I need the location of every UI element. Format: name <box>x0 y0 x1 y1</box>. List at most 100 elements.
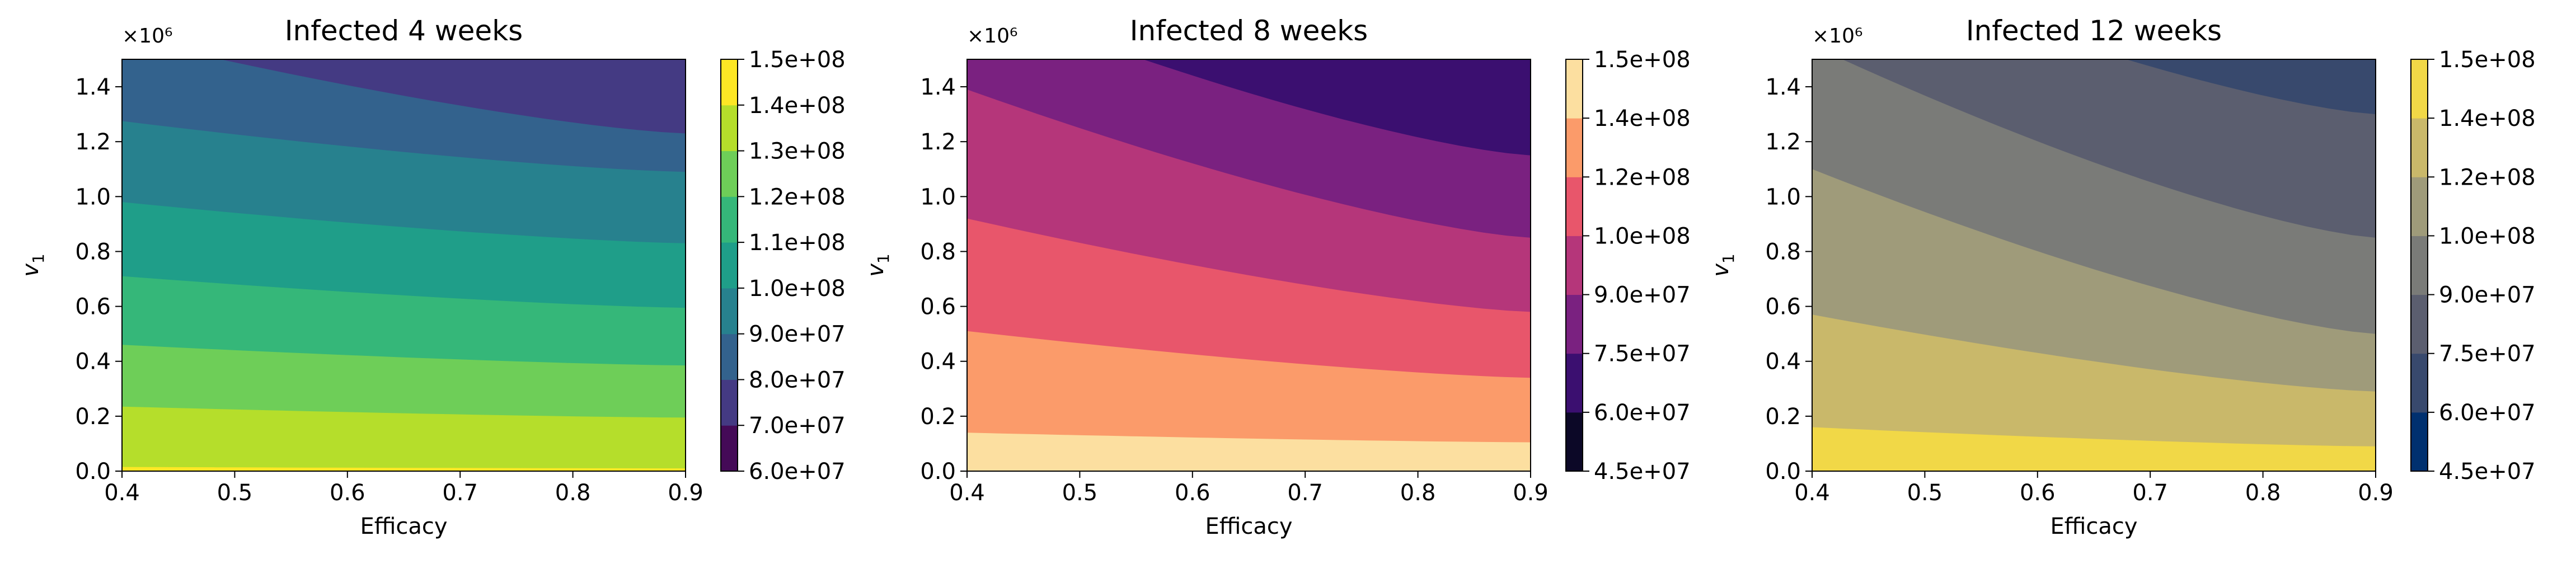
x-tick-label: 0.6 <box>2020 480 2056 506</box>
colorbar-tick-label: 6.0e+07 <box>1594 400 1691 426</box>
y-offset-label: ×10⁶ <box>1812 25 1862 48</box>
colorbar-segment <box>1566 177 1583 236</box>
contour-band <box>1812 314 2376 471</box>
x-tick-label: 0.7 <box>1287 480 1323 506</box>
x-tick-label: 0.7 <box>442 480 478 506</box>
colorbar-tick-label: 7.5e+07 <box>2439 341 2536 367</box>
colorbar-segment <box>1566 412 1583 472</box>
colorbar-tick-label: 4.5e+07 <box>2439 459 2536 485</box>
x-tick-label: 0.6 <box>1175 480 1210 506</box>
colorbar-tick-label: 4.5e+07 <box>1594 459 1691 485</box>
y-offset-label: ×10⁶ <box>122 25 172 48</box>
x-tick-label: 0.7 <box>2132 480 2168 506</box>
colorbar-tick-label: 7.5e+07 <box>1594 341 1691 367</box>
colorbar-tick-label: 1.2e+08 <box>1594 164 1691 190</box>
chart-panel-2: 0.4 0.5 0.6 0.7 0.8 0.9 0.0 0.2 0.4 0.6 0.8 1.0 1.2 1… <box>863 15 1691 539</box>
colorbar-segment <box>1566 294 1583 354</box>
colorbar-segment <box>1566 236 1583 295</box>
chart-title: Infected 12 weeks <box>1966 15 2222 47</box>
plot-area <box>967 59 1531 471</box>
y-tick-label: 0.6 <box>75 294 111 320</box>
y-axis-label: v1 <box>863 253 893 277</box>
x-tick-label: 0.9 <box>668 480 703 506</box>
y-axis-label: v1 <box>18 253 48 277</box>
plot-area <box>122 59 686 471</box>
contour-band <box>1812 427 2376 471</box>
colorbar-tick-label: 6.0e+07 <box>2439 400 2536 426</box>
colorbar-tick-label: 1.0e+08 <box>1594 223 1691 249</box>
colorbar-tick-label: 1.0e+08 <box>749 276 846 302</box>
y-tick-label: 0.0 <box>75 459 111 485</box>
x-tick-label: 0.5 <box>1907 480 1943 506</box>
x-tick-label: 0.8 <box>1400 480 1436 506</box>
y-tick-label: 1.2 <box>920 129 956 155</box>
y-tick-label: 1.2 <box>75 129 111 155</box>
y-offset-label: ×10⁶ <box>967 25 1017 48</box>
y-tick-label: 1.2 <box>1765 129 1801 155</box>
colorbar-segment <box>2411 118 2428 177</box>
y-tick-label: 0.6 <box>1765 294 1801 320</box>
x-tick-label: 0.6 <box>330 480 365 506</box>
colorbar-frame <box>720 59 738 472</box>
x-axis-label: Efficacy <box>2050 514 2137 539</box>
colorbar-tick-label: 1.5e+08 <box>2439 47 2536 73</box>
colorbar-frame <box>2410 59 2428 472</box>
colorbar-segment <box>721 379 738 426</box>
y-tick-label: 0.4 <box>1765 349 1801 375</box>
colorbar-tick-label: 1.4e+08 <box>1594 106 1691 131</box>
y-tick-label: 0.2 <box>75 404 111 430</box>
colorbar-segment <box>721 242 738 289</box>
colorbar-tick-label: 1.5e+08 <box>1594 47 1691 73</box>
colorbar-segment <box>721 196 738 243</box>
x-tick-label: 0.4 <box>949 480 985 506</box>
y-tick-label: 0.2 <box>1765 404 1801 430</box>
y-tick-label: 0.0 <box>920 459 956 485</box>
y-tick-label: 1.4 <box>1765 74 1801 100</box>
y-tick-label: 0.4 <box>75 349 111 375</box>
colorbar-segment <box>721 288 738 335</box>
x-axis-label: Efficacy <box>1205 514 1292 539</box>
colorbar-segment <box>721 333 738 380</box>
x-tick-label: 0.8 <box>2245 480 2281 506</box>
colorbar-tick-label: 6.0e+07 <box>749 459 846 485</box>
x-tick-label: 0.5 <box>217 480 253 506</box>
contour-band <box>967 433 1531 471</box>
plot-frame <box>121 59 686 472</box>
y-axis-label-sub: 1 <box>874 253 893 264</box>
chart-title: Infected 8 weeks <box>1130 15 1368 47</box>
y-tick-label: 1.0 <box>75 184 111 210</box>
colorbar-tick-label: 1.2e+08 <box>749 184 846 210</box>
y-axis-label-sub: 1 <box>29 253 48 264</box>
colorbar-tick-label: 1.1e+08 <box>749 230 846 256</box>
colorbar-segment <box>2411 412 2428 472</box>
plot-frame <box>966 59 1531 472</box>
y-tick-label: 0.8 <box>1765 239 1801 265</box>
colorbar-tick-label: 7.0e+07 <box>749 413 846 439</box>
colorbar-tick-label: 9.0e+07 <box>749 322 846 347</box>
colorbar-tick-label: 1.0e+08 <box>2439 223 2536 249</box>
x-tick-label: 0.9 <box>2358 480 2394 506</box>
colorbar-segment <box>2411 236 2428 295</box>
x-tick-label: 0.5 <box>1062 480 1098 506</box>
colorbar-tick-label: 1.4e+08 <box>2439 106 2536 131</box>
colorbar-segment <box>721 425 738 472</box>
y-tick-label: 1.4 <box>920 74 956 100</box>
y-tick-label: 1.0 <box>1765 184 1801 210</box>
y-axis-label-main: v <box>18 263 44 277</box>
chart-panel-3: 0.4 0.5 0.6 0.7 0.8 0.9 0.0 0.2 0.4 0.6 0.8 1.0 1.2 1… <box>1708 15 2536 539</box>
colorbar-tick-label: 1.4e+08 <box>749 93 846 119</box>
colorbar-segment <box>1566 353 1583 413</box>
x-tick-label: 0.4 <box>104 480 140 506</box>
colorbar-segment <box>1566 118 1583 177</box>
y-tick-label: 0.4 <box>920 349 956 375</box>
y-tick-label: 0.8 <box>75 239 111 265</box>
y-tick-label: 0.8 <box>920 239 956 265</box>
colorbar-segment <box>2411 59 2428 119</box>
colorbar-tick-label: 1.2e+08 <box>2439 164 2536 190</box>
x-axis-label: Efficacy <box>360 514 447 539</box>
y-axis-label-main: v <box>863 263 889 277</box>
y-tick-label: 1.4 <box>75 74 111 100</box>
y-tick-label: 0.2 <box>920 404 956 430</box>
contour-band <box>122 467 686 471</box>
